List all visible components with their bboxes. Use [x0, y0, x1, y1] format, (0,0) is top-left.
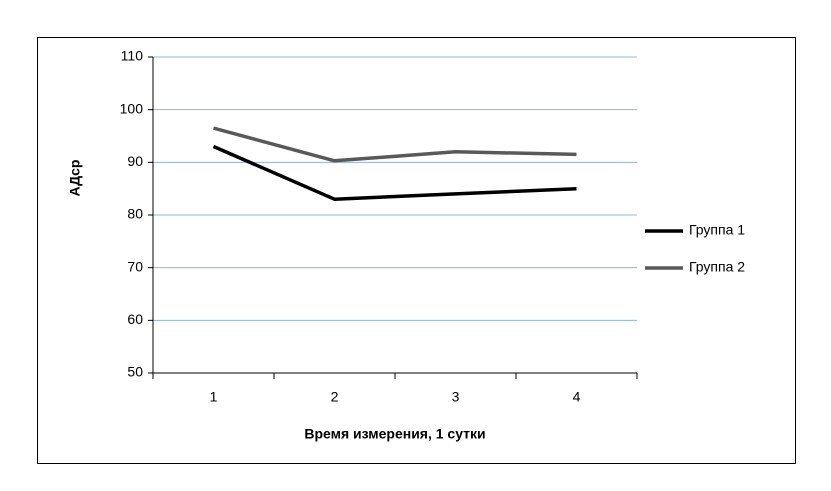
x-tick-label: 1 — [210, 389, 218, 405]
y-tick-label: 110 — [121, 48, 144, 64]
x-tick-label: 2 — [331, 389, 339, 405]
legend-label: Группа 1 — [689, 222, 745, 238]
series-line — [213, 126, 577, 163]
x-axis-title: Время измерения, 1 сутки — [304, 426, 485, 442]
y-tick-label: 80 — [127, 206, 143, 222]
y-tick-label: 100 — [120, 100, 144, 116]
legend-label: Группа 2 — [689, 259, 745, 275]
chart-frame — [37, 37, 796, 464]
x-tick-label: 3 — [452, 389, 460, 405]
x-tick-label: 4 — [573, 389, 581, 405]
y-tick-label: 50 — [127, 364, 143, 380]
y-tick-label: 60 — [127, 311, 143, 327]
y-axis-title: АДср — [67, 160, 83, 197]
y-tick-label: 70 — [127, 258, 143, 274]
series-line — [212, 144, 577, 201]
y-tick-label: 90 — [127, 153, 143, 169]
